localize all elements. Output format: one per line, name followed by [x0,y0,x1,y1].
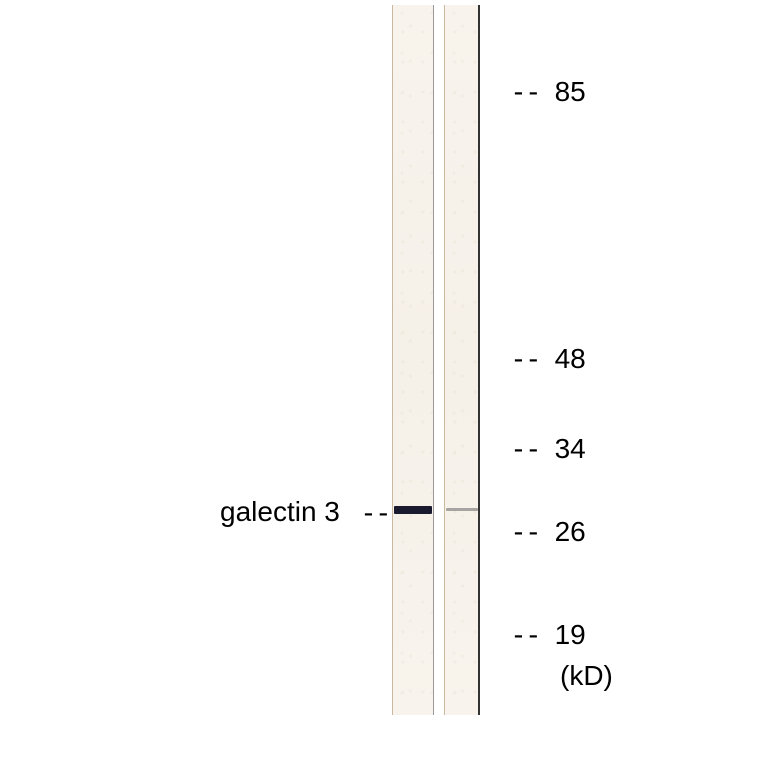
marker-48: -- 48 [510,342,586,375]
marker-26: -- 26 [510,515,586,548]
blot-lane-marker [444,5,480,715]
protein-band-main [394,506,432,514]
marker-value: 85 [555,76,586,107]
marker-34: -- 34 [510,432,586,465]
marker-85: -- 85 [510,75,586,108]
lane-texture [393,5,433,715]
protein-label: galectin 3 [220,496,340,528]
marker-value: 26 [555,516,586,547]
lane-texture [445,5,478,715]
marker-tick: -- [510,75,555,108]
marker-19: -- 19 [510,618,586,651]
blot-lane-sample [392,5,434,715]
marker-tick: -- [510,342,555,375]
protein-band-faint [446,508,478,511]
marker-value: 19 [555,619,586,650]
protein-label-tick: -- [360,496,390,529]
marker-value: 34 [555,433,586,464]
marker-value: 48 [555,343,586,374]
marker-tick: -- [510,618,555,651]
marker-tick: -- [510,515,555,548]
unit-label: (kD) [560,660,613,692]
protein-label-text: galectin 3 [220,496,340,527]
marker-tick: -- [510,432,555,465]
